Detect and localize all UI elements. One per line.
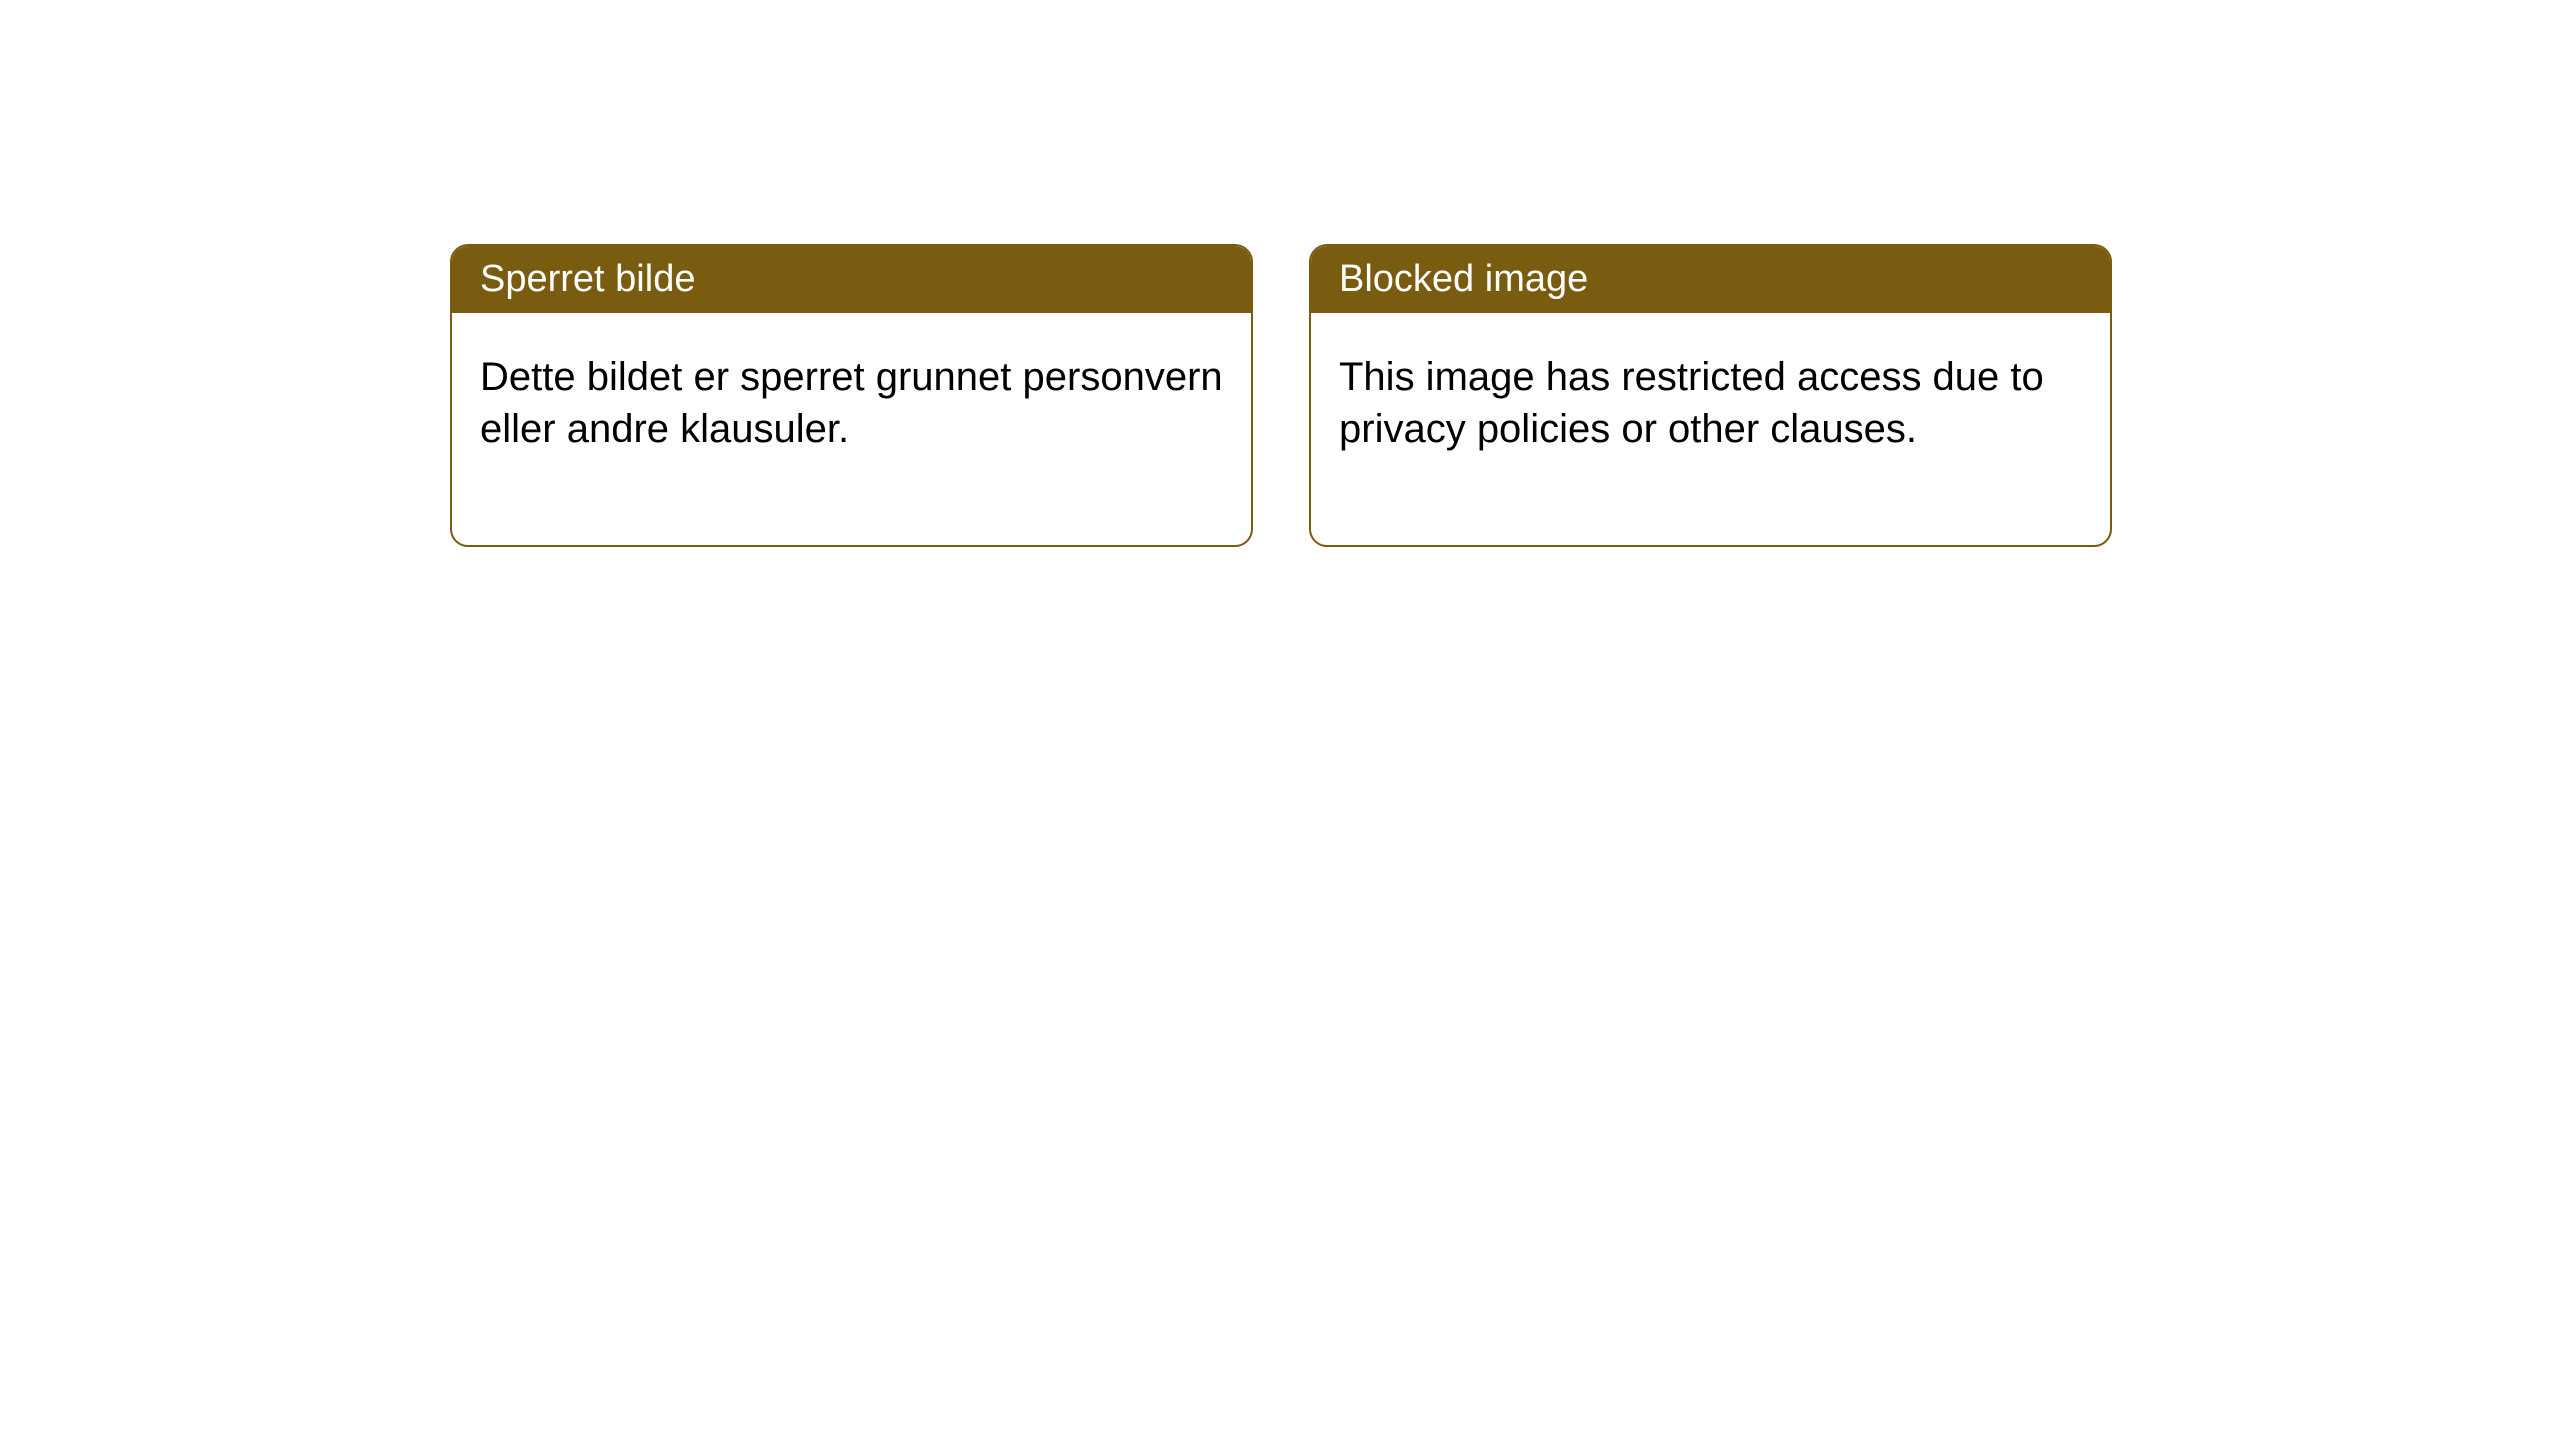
notice-body: Dette bildet er sperret grunnet personve… [452, 313, 1251, 545]
notice-body: This image has restricted access due to … [1311, 313, 2110, 545]
notice-card-english: Blocked image This image has restricted … [1309, 244, 2112, 547]
notice-title: Blocked image [1311, 246, 2110, 313]
notice-container: Sperret bilde Dette bildet er sperret gr… [450, 244, 2112, 547]
notice-title: Sperret bilde [452, 246, 1251, 313]
notice-card-norwegian: Sperret bilde Dette bildet er sperret gr… [450, 244, 1253, 547]
